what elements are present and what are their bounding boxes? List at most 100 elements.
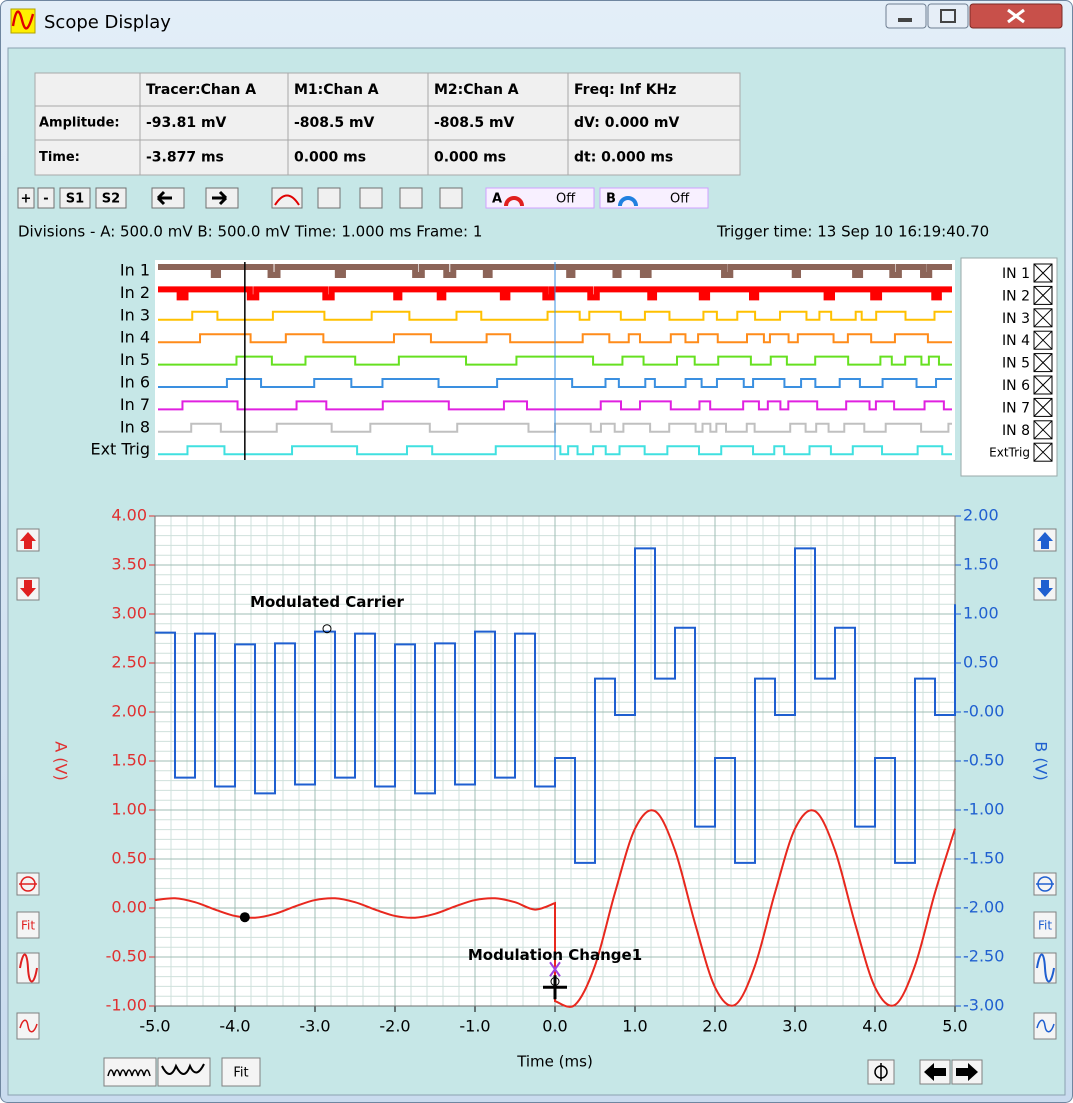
x-tick-label: -1.0 [459, 1017, 490, 1036]
x-tick-label: 0.0 [542, 1017, 567, 1036]
table-cell [139, 72, 289, 107]
digital-traces: In 1 IN 1 In 2 IN 2 In 3 IN 3 In 4 IN 4 In 5 IN 5… [90, 261, 1053, 462]
digital-toggle-label: IN 8 [1002, 423, 1030, 439]
digital-trace [158, 445, 952, 456]
y-tick-label: 1.00 [111, 800, 147, 819]
zoom-icon [161, 1063, 205, 1075]
digital-toggle-label: IN 6 [1002, 378, 1030, 394]
digital-label: In 1 [120, 261, 150, 280]
y2-tick-label: 0.50 [963, 653, 999, 672]
digital-toggle-x [1033, 308, 1053, 328]
minimize-button[interactable] [885, 3, 927, 29]
tool-button[interactable] [359, 187, 383, 209]
side-button[interactable] [221, 1057, 261, 1087]
y2-axis-label: B (V) [1032, 741, 1051, 781]
trace-line [155, 547, 956, 864]
table-cell [427, 72, 569, 107]
y2-tick-label: -1.00 [963, 800, 1004, 819]
y-tick-label: 2.50 [111, 653, 147, 672]
x-tick-label: -4.0 [219, 1017, 250, 1036]
arrow-icon [156, 190, 172, 206]
side-button[interactable] [16, 911, 40, 939]
annotation-point [322, 624, 332, 634]
digital-label: In 6 [120, 373, 150, 392]
table-cell [567, 139, 741, 176]
x-tick-label: 4.0 [862, 1017, 887, 1036]
arrow-icon [924, 1063, 946, 1081]
channel-icon [618, 196, 638, 207]
digital-toggle-x [1033, 442, 1053, 462]
channel-button[interactable] [599, 187, 709, 209]
table-value: -808.5 mV [294, 115, 375, 131]
row-label: Amplitude: [39, 116, 120, 131]
channel-state: Off [556, 192, 576, 207]
x-tick-label: 5.0 [942, 1017, 967, 1036]
y2-tick-label: -0.50 [963, 751, 1004, 770]
y2-tick-label: 1.50 [963, 555, 999, 574]
table-cell [139, 139, 289, 176]
arrow-icon [956, 1063, 978, 1081]
digital-trace [158, 422, 952, 433]
toolbar-button[interactable] [95, 187, 127, 209]
table-cell [34, 105, 141, 141]
y-tick-label: 0.00 [111, 898, 147, 917]
x-tick-label: 2.0 [702, 1017, 727, 1036]
y-axis-label: A (V) [52, 741, 71, 780]
annotation-text: Modulation Change1 [468, 946, 642, 964]
digital-toggle-x [1033, 375, 1053, 395]
table-value: -93.81 mV [146, 115, 227, 131]
channel-state: Off [670, 192, 690, 207]
digital-label: Ext Trig [90, 440, 150, 459]
maximize-button[interactable] [927, 3, 969, 29]
toolbar-button[interactable] [59, 187, 91, 209]
arrow-icon [20, 580, 36, 597]
column-header: M1:Chan A [294, 82, 379, 98]
trigger-time: Trigger time: 13 Sep 10 16:19:40.70 [716, 223, 989, 241]
x-tick-label: -5.0 [139, 1017, 170, 1036]
digital-toggle-x [1033, 330, 1053, 350]
tool-button[interactable] [317, 187, 341, 209]
tool-button[interactable] [399, 187, 423, 209]
digital-toggle-label: IN 7 [1002, 400, 1030, 416]
digital-label: In 7 [120, 395, 150, 414]
fit-button-label: Fit [21, 919, 35, 933]
marker-x [549, 961, 561, 977]
y-tick-label: 2.00 [111, 702, 147, 721]
channel-button[interactable] [485, 187, 595, 209]
side-button[interactable] [1033, 911, 1057, 939]
x-tick-label: -2.0 [379, 1017, 410, 1036]
digital-toggle-label: ExtTrig [989, 446, 1030, 460]
y-tick-label: 1.50 [111, 751, 147, 770]
digital-trace [158, 400, 952, 411]
plot-border [154, 515, 956, 1007]
toolbar-button[interactable] [37, 187, 55, 209]
tool-button[interactable] [271, 187, 303, 209]
digital-toggle-label: IN 2 [1002, 288, 1030, 304]
table-cell [34, 139, 141, 176]
channel-label: B [606, 192, 616, 207]
y2-tick-label: -2.50 [963, 947, 1004, 966]
x-axis-label: Time (ms) [516, 1053, 593, 1071]
table-value: dV: 0.000 mV [574, 115, 679, 131]
digital-toggle-x [1033, 420, 1053, 440]
window-controls[interactable] [885, 3, 1063, 29]
digital-toggle-label: IN 1 [1002, 266, 1030, 282]
digital-toggle-label: IN 5 [1002, 356, 1030, 372]
table-cell [567, 105, 741, 141]
digital-trace [158, 286, 952, 301]
table-value: -808.5 mV [434, 115, 515, 131]
toolbar-button-label: - [43, 192, 48, 207]
y2-tick-label: -1.50 [963, 849, 1004, 868]
table-value: dt: 0.000 ms [574, 150, 673, 166]
digital-trace [158, 378, 952, 388]
x-tick-label: 3.0 [782, 1017, 807, 1036]
digital-toggle-x [1033, 353, 1053, 372]
toolbar-button[interactable] [17, 187, 35, 209]
side-buttons[interactable]: Fit Fit Fit [16, 528, 1057, 1087]
tool-button[interactable] [439, 187, 463, 209]
window-title: Scope Display [44, 12, 171, 33]
digital-toggle-label: IN 3 [1002, 311, 1030, 327]
digital-toggle-x [1033, 398, 1053, 417]
fit-button-label: Fit [233, 1066, 248, 1081]
app-icon-wave [11, 10, 35, 30]
